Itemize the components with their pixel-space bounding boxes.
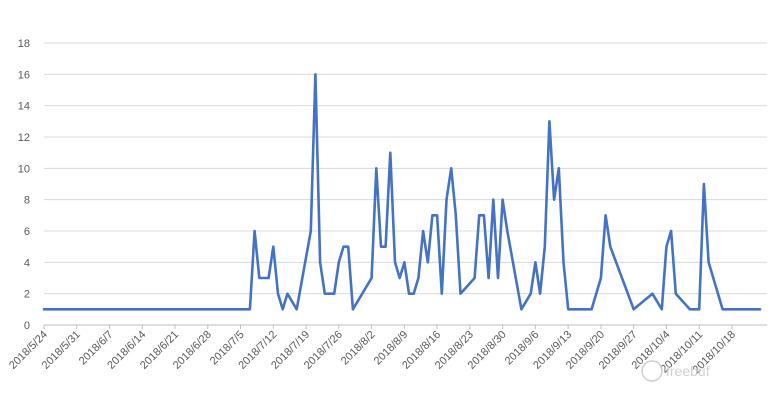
x-axis: 2018/5/242018/5/312018/6/72018/6/142018/…	[7, 324, 767, 376]
series-line	[42, 73, 762, 311]
y-tick-label: 14	[18, 101, 30, 113]
y-tick-label: 10	[18, 163, 30, 175]
series-layer	[42, 73, 762, 311]
y-tick-label: 2	[24, 289, 30, 301]
x-tick-label: 2018/8/2	[339, 329, 378, 368]
watermark: freebuf	[641, 360, 710, 382]
y-tick-label: 16	[18, 69, 30, 81]
gridlines	[44, 42, 767, 295]
y-tick-label: 0	[24, 320, 30, 332]
watermark-logo-icon	[641, 360, 663, 382]
y-tick-label: 8	[24, 195, 30, 207]
y-tick-label: 4	[24, 257, 30, 269]
y-axis: 0 2 4 6 8 10 12 14 16 18	[18, 38, 30, 332]
y-tick-label: 12	[18, 132, 30, 144]
watermark-text: freebuf	[666, 363, 710, 379]
y-tick-label: 18	[18, 38, 30, 50]
y-tick-label: 6	[24, 226, 30, 238]
